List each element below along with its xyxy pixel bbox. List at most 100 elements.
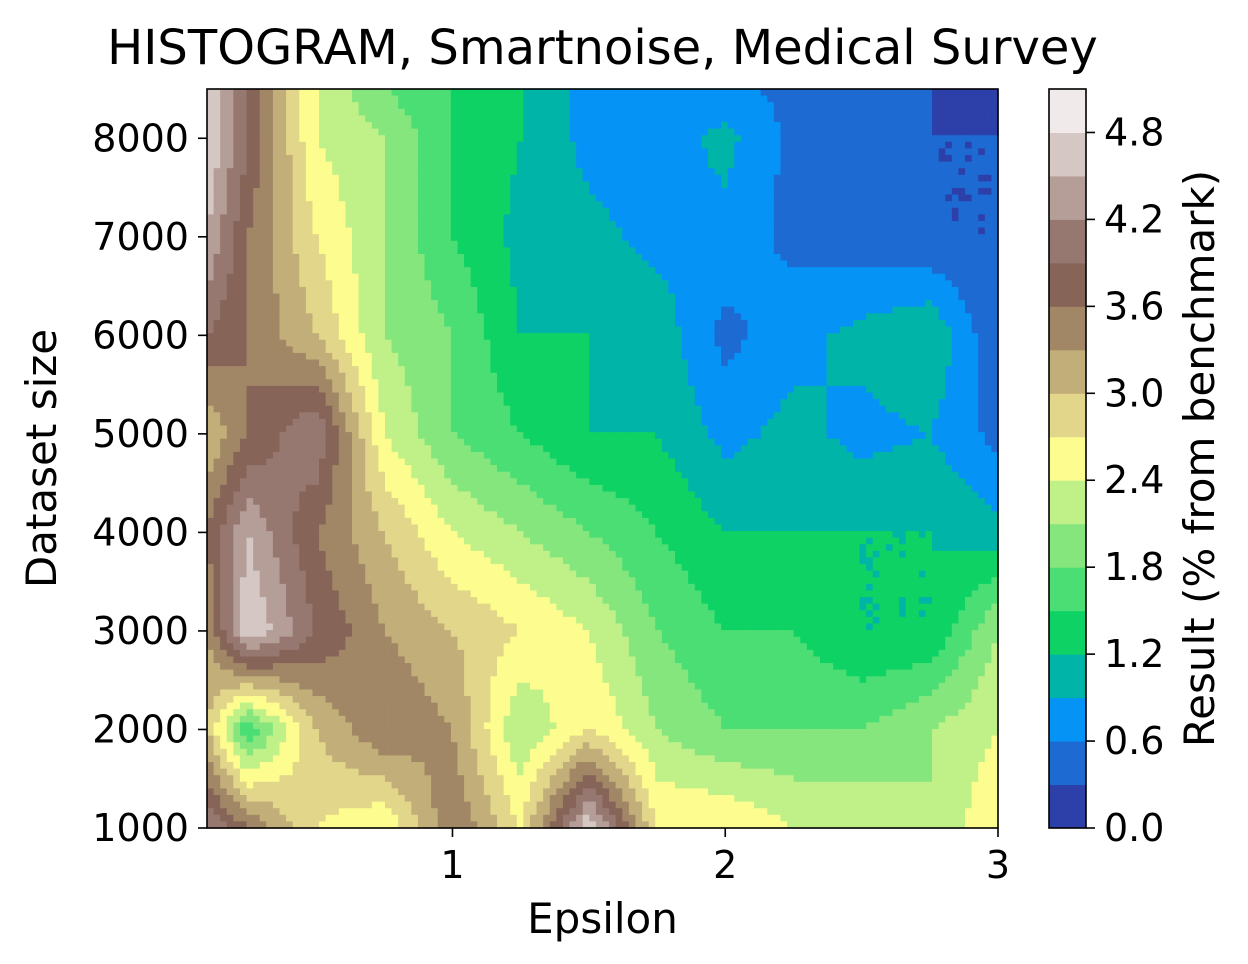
contour-cell [279, 174, 287, 182]
contour-cell [431, 220, 439, 229]
contour-cell [411, 234, 419, 242]
contour-cell [239, 313, 248, 321]
contour-cell [411, 715, 419, 724]
contour-cell [483, 240, 492, 248]
contour-cell [352, 412, 360, 420]
contour-cell [305, 267, 314, 275]
contour-cell [490, 465, 498, 473]
contour-cell [464, 643, 472, 651]
contour-cell [490, 517, 498, 526]
contour-cell [272, 181, 281, 189]
contour-cell [239, 498, 248, 506]
contour-cell [246, 781, 254, 790]
contour-cell [497, 458, 505, 466]
contour-cell [457, 300, 465, 308]
contour-cell [292, 491, 300, 499]
contour-cell [220, 399, 228, 407]
contour-cell [266, 781, 274, 790]
contour-cell [286, 207, 294, 215]
contour-cell [246, 220, 254, 229]
contour-cell [266, 445, 274, 453]
contour-cell [253, 306, 261, 314]
contour-cell [266, 379, 274, 387]
contour-cell [312, 649, 320, 658]
contour-cell [286, 643, 294, 651]
contour-cell [424, 814, 432, 822]
contour-cell [431, 95, 439, 103]
contour-cell [464, 366, 472, 374]
contour-cell [450, 729, 459, 737]
contour-cell [411, 425, 419, 433]
contour-cell [305, 465, 314, 473]
contour-cell [253, 135, 261, 143]
contour-cell [411, 339, 419, 347]
contour-cell [444, 240, 452, 248]
contour-cell [325, 300, 333, 308]
contour-cell [424, 511, 432, 519]
contour-cell [272, 286, 281, 295]
contour-cell [417, 319, 426, 328]
contour-cell [226, 623, 234, 631]
contour-cell [299, 359, 307, 367]
contour-cell [338, 722, 347, 730]
contour-cell [299, 207, 307, 215]
contour-cell [384, 781, 393, 790]
contour-cell [305, 379, 314, 387]
contour-cell [345, 280, 353, 288]
contour-cell [325, 286, 333, 295]
contour-cell [371, 484, 379, 493]
contour-cell [411, 214, 419, 222]
contour-cell [404, 465, 412, 473]
contour-cell [345, 108, 353, 116]
contour-cell [450, 471, 459, 479]
contour-cell [259, 115, 267, 123]
contour-cell [378, 636, 386, 644]
contour-cell [424, 148, 432, 156]
contour-cell [207, 108, 215, 116]
contour-cell [358, 161, 366, 169]
contour-cell [253, 636, 261, 644]
contour-cell [325, 438, 333, 446]
contour-cell [477, 663, 485, 671]
contour-cell [477, 630, 485, 638]
contour-cell [345, 550, 353, 559]
contour-cell [332, 590, 340, 598]
contour-cell [213, 280, 221, 288]
contour-cell [272, 220, 281, 229]
contour-cell [292, 168, 300, 176]
contour-cell [477, 372, 485, 380]
contour-cell [259, 174, 267, 182]
contour-cell [431, 326, 439, 334]
contour-cell [253, 141, 261, 149]
contour-cell [305, 656, 314, 664]
contour-cell [272, 557, 281, 565]
contour-cell [424, 253, 432, 262]
contour-cell [464, 280, 472, 288]
contour-cell [312, 214, 320, 222]
contour-cell [483, 405, 492, 413]
contour-cell [490, 742, 498, 750]
contour-cell [253, 247, 261, 255]
contour-cell [457, 643, 465, 651]
contour-cell [450, 616, 459, 625]
contour-cell [391, 115, 399, 123]
contour-cell [338, 148, 347, 156]
contour-cell [378, 148, 386, 156]
contour-cell [259, 801, 267, 809]
contour-cell [352, 696, 360, 704]
contour-cell [253, 187, 261, 196]
contour-cell [292, 366, 300, 374]
contour-cell [207, 214, 215, 222]
contour-cell [457, 590, 465, 598]
contour-cell [319, 359, 327, 367]
contour-cell [332, 201, 340, 209]
contour-cell [220, 663, 228, 671]
contour-cell [305, 669, 314, 677]
contour-cell [332, 154, 340, 163]
contour-cell [220, 95, 228, 103]
contour-cell [490, 603, 498, 611]
contour-cell [398, 649, 406, 658]
contour-cell [437, 168, 445, 176]
contour-cell [352, 240, 360, 248]
contour-cell [431, 102, 439, 110]
